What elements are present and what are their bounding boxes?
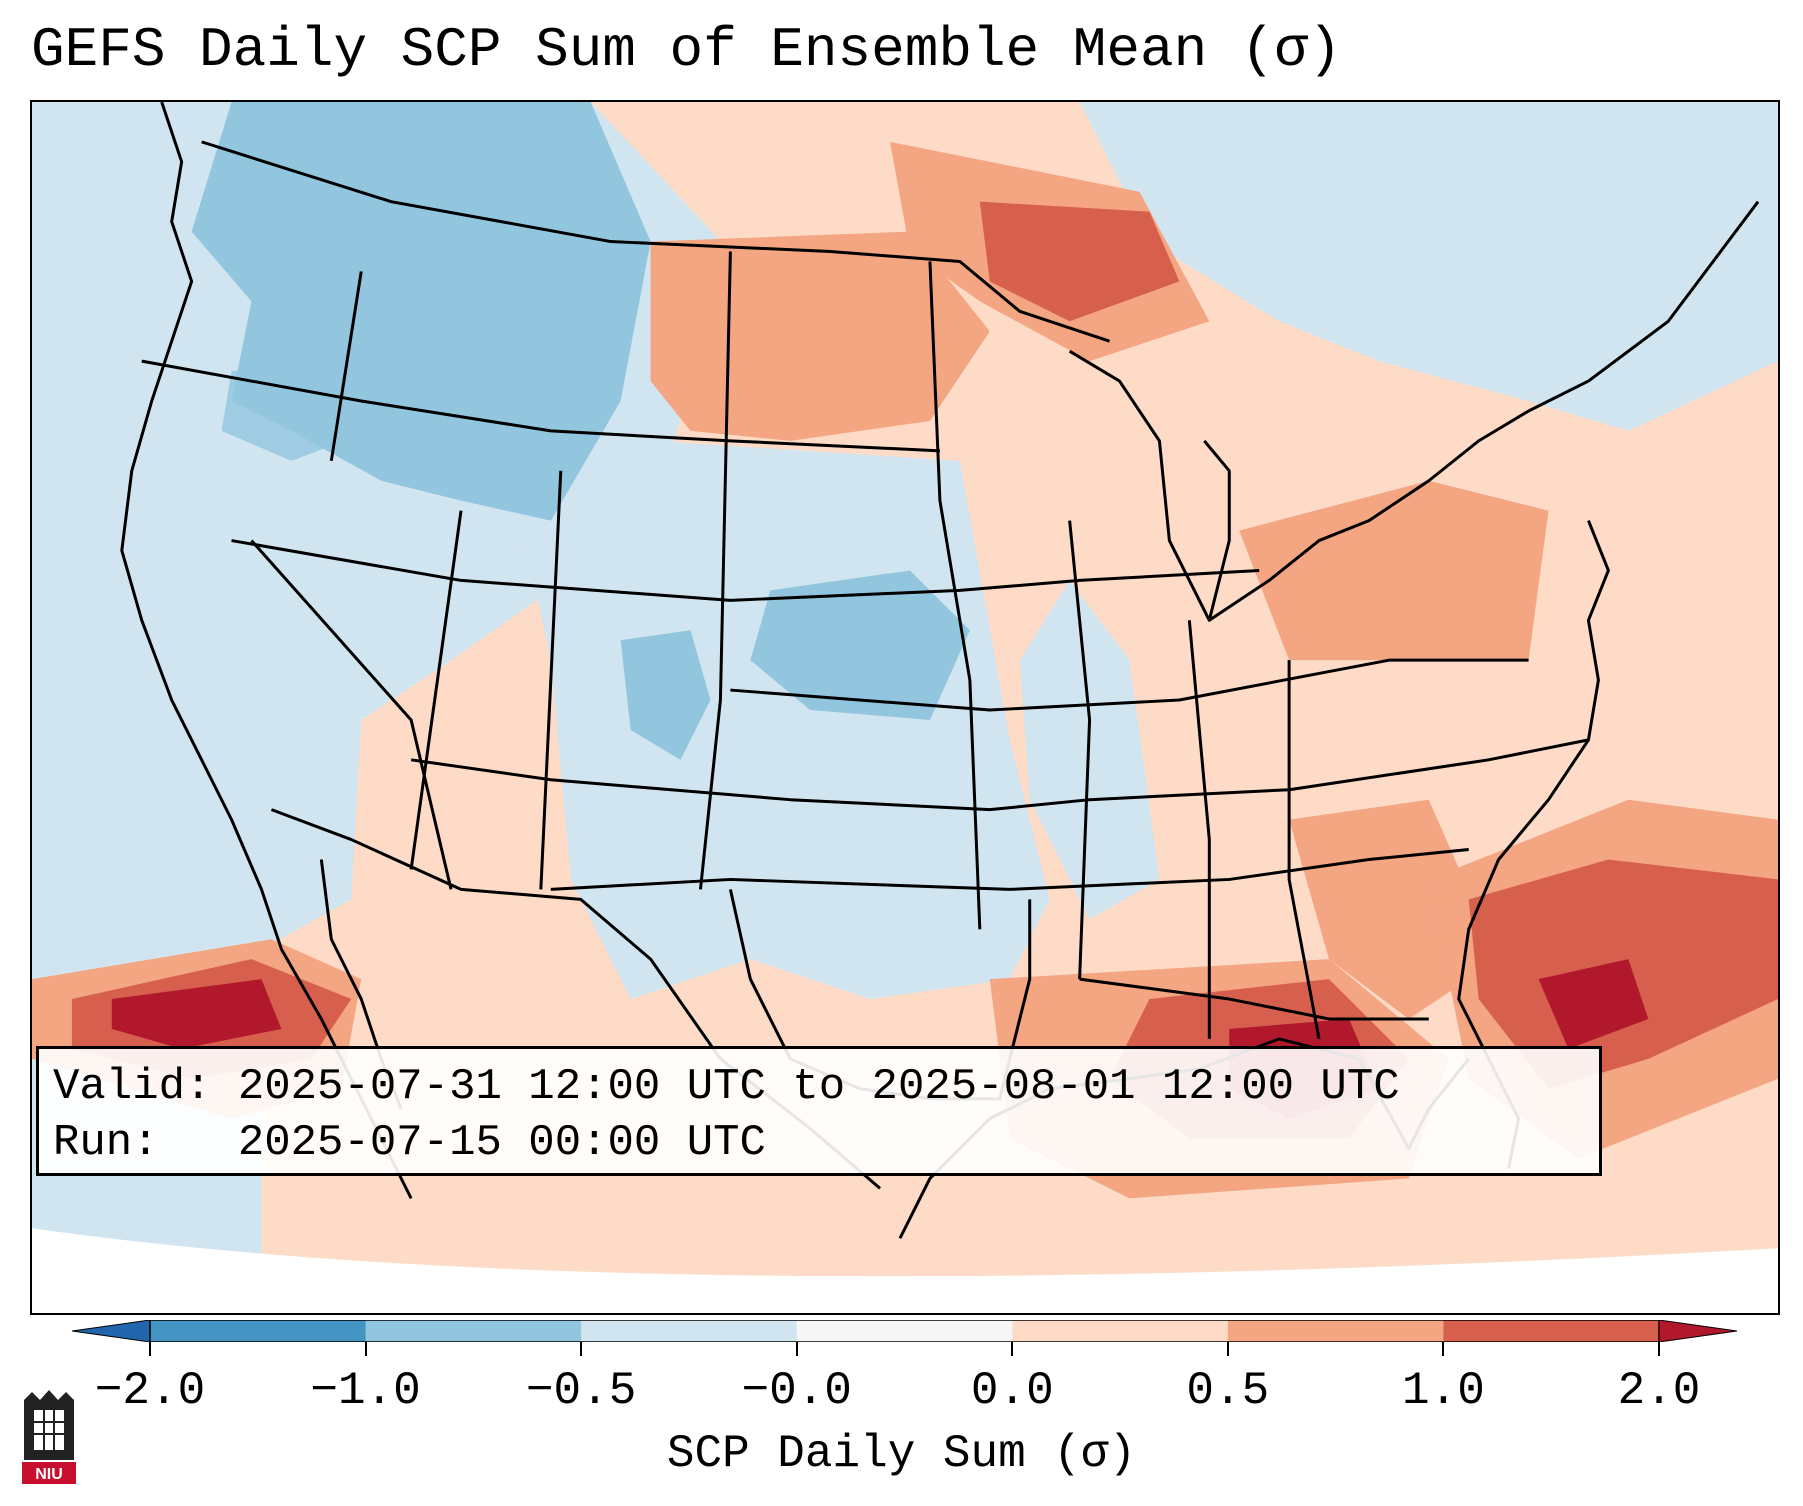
border-n-s-2: [409, 510, 463, 870]
anomaly-region-ohio-positive: [1239, 480, 1549, 661]
border-e-w-4: [550, 848, 1469, 891]
anomaly-region-northwest-negative: [191, 102, 651, 521]
colorbar-tick-mark: [1658, 1342, 1660, 1356]
west-coastline: [120, 102, 413, 1200]
colorbar-tick-mark: [149, 1342, 151, 1356]
colorbar-tick-label: −0.0: [741, 1365, 852, 1417]
anomaly-region-atlantic-maximum: [1538, 959, 1649, 1049]
colorbar-tick-mark: [1011, 1342, 1014, 1356]
valid-label: Valid:: [53, 1062, 212, 1112]
map-panel: [30, 100, 1780, 1315]
colorbar: [72, 1320, 1737, 1342]
colorbar-tick-label: 1.0: [1402, 1365, 1485, 1417]
colorbar-segment: [365, 1320, 582, 1342]
anomaly-region-colorado-negative: [620, 630, 711, 760]
border-n-s-4: [698, 251, 732, 890]
border-e-w-3: [410, 738, 1589, 812]
valid-run-info-box: Valid: 2025-07-31 12:00 UTC to 2025-08-0…: [36, 1046, 1602, 1176]
colorbar-tick-label: −1.0: [310, 1365, 421, 1417]
colorbar-tick-mark: [364, 1342, 367, 1356]
northeast-coastline: [1527, 200, 1760, 413]
colorbar-segment: [796, 1320, 1013, 1342]
colorbar-tick-label: 2.0: [1617, 1365, 1701, 1417]
colorbar-under-arrow: [72, 1320, 151, 1342]
run-time: 2025-07-15 00:00 UTC: [237, 1118, 766, 1168]
border-e-w-2: [231, 539, 1260, 602]
border-e-w-6: [1079, 977, 1429, 1021]
colorbar-tick-mark: [580, 1342, 583, 1356]
border-n-s-6: [1068, 520, 1092, 980]
colorbar-segment: [1012, 1320, 1229, 1342]
colorbar-over-arrow: [1658, 1320, 1737, 1342]
valid-time-range: 2025-07-31 12:00 UTC to 2025-08-01 12:00…: [237, 1062, 1400, 1112]
anomaly-region-pacific-maximum: [111, 979, 282, 1049]
lake-michigan: [1203, 439, 1231, 621]
border-e-w-5: [730, 658, 1529, 712]
anomaly-region-dakotas-positive: [650, 231, 990, 441]
border-n-s-7: [1187, 620, 1211, 1039]
colorbar-tick-mark: [1226, 1342, 1229, 1356]
border-n-s-8: [1287, 660, 1321, 1040]
niu-logo: NIU: [22, 1390, 76, 1484]
colorbar-tick-label: 0.5: [1186, 1365, 1270, 1417]
colorbar-segment: [1443, 1320, 1660, 1342]
run-label: Run:: [53, 1118, 159, 1168]
colorbar-segment: [1227, 1320, 1444, 1342]
colorbar-segment: [581, 1320, 798, 1342]
logo-text: NIU: [35, 1466, 63, 1483]
anomaly-region-kansas-negative: [750, 570, 970, 720]
border-n-s-1: [329, 271, 363, 462]
colorbar-tick-label: 0.0: [970, 1365, 1054, 1417]
colorbar-tick-mark: [795, 1342, 798, 1356]
border-diagonal-nevada: [250, 539, 453, 890]
colorbar-label: SCP Daily Sum (σ): [666, 1428, 1137, 1480]
great-lakes-outline: [1068, 349, 1530, 622]
colorbar-tick-label: −0.5: [525, 1365, 637, 1417]
chart-title: GEFS Daily SCP Sum of Ensemble Mean (σ): [31, 18, 1342, 82]
border-n-s-3: [539, 470, 563, 890]
anomaly-region-ontario-strong: [979, 201, 1180, 322]
domain-edge: [32, 1228, 1778, 1313]
anomaly-region-northwest-patch: [221, 351, 372, 461]
colorbar-segment: [150, 1320, 367, 1342]
colorbar-tick-label: −2.0: [94, 1365, 206, 1417]
map-canvas: [32, 102, 1778, 1313]
border-e-w-1: [141, 359, 940, 453]
canada-border: [201, 140, 1111, 343]
colorbar-tick-mark: [1442, 1342, 1445, 1356]
